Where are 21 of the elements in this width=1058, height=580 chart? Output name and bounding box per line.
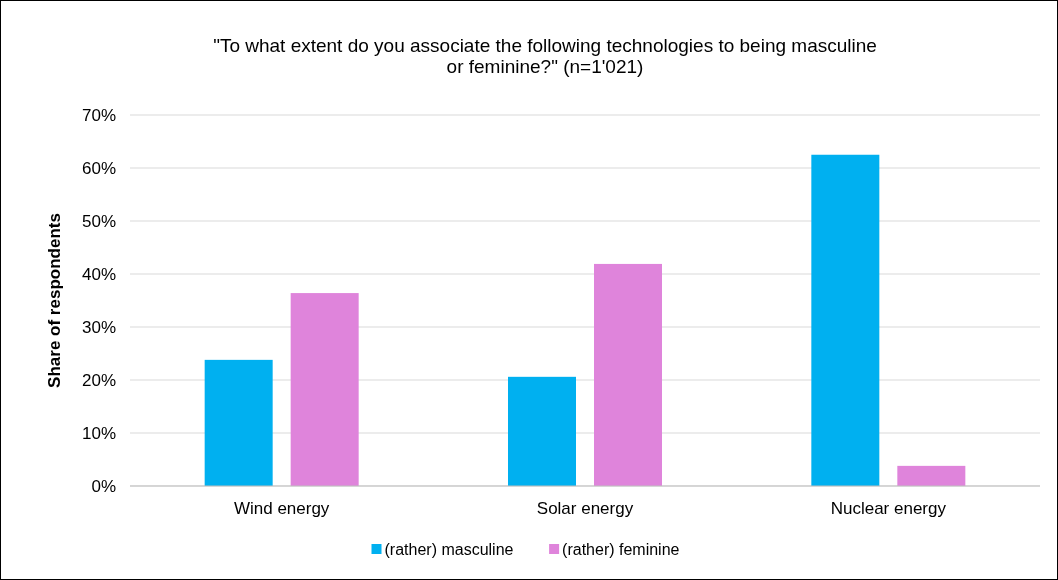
bar — [594, 263, 662, 486]
x-tick-label: Wind energy — [233, 499, 330, 518]
x-tick-label: Nuclear energy — [830, 499, 947, 518]
bar — [508, 376, 576, 486]
legend-label: (rather) masculine — [384, 540, 514, 558]
chart-title: "To what extent do you associate the following technologies to being masculine or feminine?" (n=1'021) — [213, 35, 877, 77]
legend-label: (rather) feminine — [562, 540, 680, 558]
y-tick-label: 50% — [81, 211, 116, 231]
y-tick-label: 60% — [81, 158, 116, 178]
bar — [204, 359, 273, 486]
y-tick-label: 40% — [81, 264, 116, 284]
bar — [290, 293, 359, 486]
y-tick-label: 30% — [81, 317, 116, 337]
y-tick-label: 10% — [81, 423, 116, 443]
x-tick-label: Solar energy — [536, 499, 634, 518]
bar — [811, 154, 880, 486]
bar — [897, 465, 966, 486]
y-tick-label: 20% — [81, 370, 116, 390]
y-tick-label: 0% — [91, 476, 116, 496]
y-axis-title: Share of respondents — [45, 213, 64, 388]
y-tick-label: 70% — [81, 105, 116, 125]
